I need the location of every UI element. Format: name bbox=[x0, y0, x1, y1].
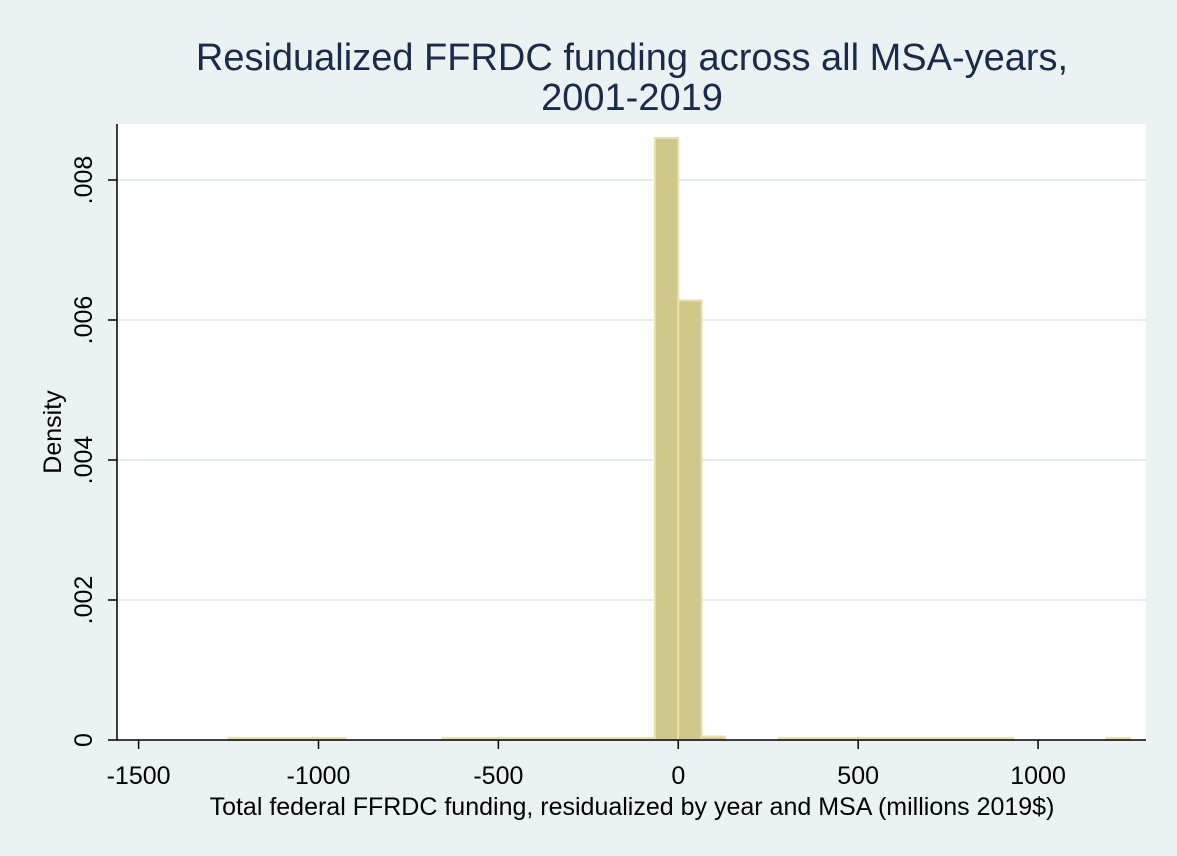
x-tick-label: -1500 bbox=[107, 762, 171, 790]
y-tick-label: .004 bbox=[70, 436, 98, 485]
y-tick-label: .008 bbox=[70, 156, 98, 205]
x-tick-label: -500 bbox=[473, 762, 523, 790]
chart-title-line-1: Residualized FFRDC funding across all MS… bbox=[196, 37, 1068, 79]
y-tick-label: 0 bbox=[70, 733, 98, 747]
plot-area bbox=[117, 124, 1146, 740]
y-tick-label: .006 bbox=[70, 296, 98, 345]
y-axis-label: Density bbox=[39, 390, 67, 474]
grid-lines bbox=[117, 179, 1146, 601]
chart-title-line-2: 2001-2019 bbox=[541, 77, 723, 119]
x-tick-label: 500 bbox=[837, 762, 879, 790]
x-tick-label: 0 bbox=[671, 762, 685, 790]
x-tick-label: 1000 bbox=[1010, 762, 1066, 790]
histogram-bar bbox=[677, 299, 703, 741]
x-axis-label: Total federal FFRDC funding, residualize… bbox=[210, 793, 1055, 821]
axis-ticks: 0 .002 .004 .006 .008 -1500 -1000 -500 0 500 1000 bbox=[70, 156, 1066, 790]
histogram-bars bbox=[227, 137, 1131, 741]
y-tick-label: .002 bbox=[70, 576, 98, 625]
x-tick-label: -1000 bbox=[287, 762, 351, 790]
histogram-bar bbox=[653, 137, 680, 741]
